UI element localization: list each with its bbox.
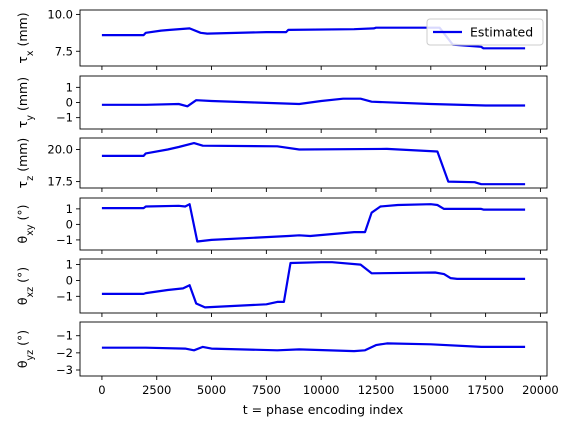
x-tick-label: 17500 [467,383,504,397]
y-label-symbol: θ [15,236,30,244]
legend: Estimated [426,18,544,46]
subplot-theta-yz: −3 −2 −1 θyz (°) [15,321,548,380]
plot-frame [79,9,548,67]
y-axis-label: τy (mm) [15,77,36,128]
x-axis-label: t = phase encoding index [243,402,404,417]
plot-frame [79,258,548,314]
x-tick-label: 5000 [197,383,226,397]
y-tick-label: 7.5 [55,44,73,58]
series-line-estimated [101,203,526,243]
y-tick-label: −1 [56,233,73,247]
y-tick-label: 1 [66,202,73,216]
y-label-symbol: τ [15,181,30,189]
y-tick-label: 10.0 [47,7,73,21]
x-tick-label: 10000 [303,383,340,397]
y-tick-label: −3 [56,363,73,377]
y-axis-label: θxz (°) [15,267,36,305]
y-label-unit: (mm) [15,77,30,115]
legend-box [426,18,544,46]
plot-frame [79,137,548,189]
y-label-unit: (°) [15,267,30,287]
y-tick-label: 20.0 [47,143,73,157]
x-tick-label: 0 [98,383,105,397]
subplot-theta-xz: −1 01 θxz (°) [15,258,548,317]
y-label-subscript: xz [25,287,36,298]
series-line-estimated [101,142,526,186]
y-label-subscript: x [25,50,36,56]
y-tick-label: 17.5 [47,175,73,189]
y-label-subscript: y [25,115,36,121]
y-axis-label: θxy (°) [15,205,36,244]
y-tick-label: 0 [66,96,73,110]
y-tick-label: 0 [66,273,73,287]
subplot-theta-xy: −1 01 θxy (°) [15,197,548,254]
y-tick-label: −1 [56,111,73,125]
y-label-unit: (mm) [15,12,30,50]
y-label-unit: (°) [15,330,30,350]
y-tick-label: −1 [56,329,73,343]
series-line-estimated [101,261,526,309]
y-tick-label: 1 [66,258,73,272]
y-axis-label: τx (mm) [15,12,36,63]
y-tick-label: 1 [66,80,73,94]
shared-x-axis: t = phase encoding index 0 2500 5000 7500 10… [98,383,558,417]
y-label-subscript: z [25,176,36,181]
y-tick-label: −2 [56,346,73,360]
y-tick-label: 0 [66,217,73,231]
y-label-symbol: θ [15,297,30,305]
x-tick-label: 12500 [358,383,395,397]
subplot-tau-y: −10 1 τy (mm) [15,75,548,133]
y-axis-label: θyz (°) [15,330,36,368]
x-tick-label: 20000 [522,383,559,397]
y-label-symbol: τ [15,56,30,64]
subplot-tau-z: 17.5 20.0 τz (mm) [15,137,548,192]
y-label-unit: (°) [15,205,30,225]
legend-label: Estimated [470,25,533,40]
x-tick-label: 15000 [413,383,450,397]
x-tick-label: 2500 [142,383,171,397]
y-label-unit: (mm) [15,138,30,176]
x-tick-label: 7500 [252,383,281,397]
series-line-estimated [101,97,526,108]
y-tick-label: −1 [56,289,73,303]
y-label-subscript: yz [25,350,36,361]
series-line-estimated [101,342,526,353]
y-label-symbol: τ [15,121,30,129]
y-label-subscript: xy [25,224,36,236]
y-label-symbol: θ [15,360,30,368]
y-axis-label: τz (mm) [15,138,36,189]
plot-frame [79,321,548,377]
